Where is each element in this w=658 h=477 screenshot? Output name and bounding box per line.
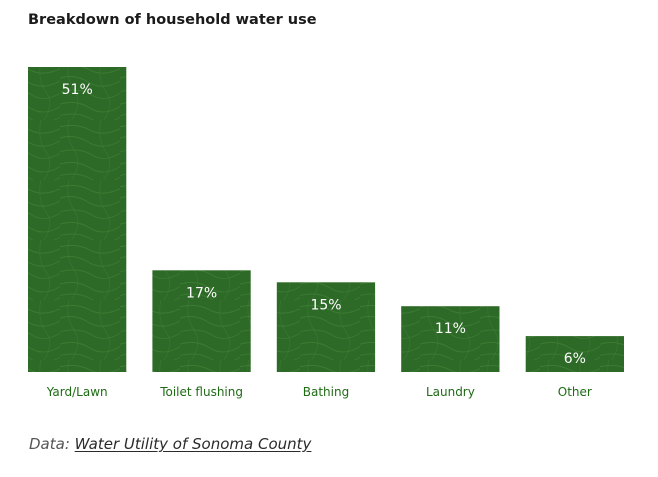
bar-laundry — [401, 306, 500, 372]
category-label: Toilet flushing — [159, 385, 243, 399]
bar-yard-lawn — [28, 67, 127, 372]
category-label: Bathing — [303, 385, 349, 399]
value-label: 17% — [186, 285, 217, 301]
source-link[interactable]: Water Utility of Sonoma County — [74, 435, 312, 453]
value-label: 15% — [310, 297, 341, 313]
value-label: 11% — [435, 321, 466, 337]
category-label: Laundry — [426, 385, 475, 399]
value-label: 6% — [564, 351, 586, 367]
source-prefix: Data: — [29, 435, 70, 453]
category-labels-layer: Yard/Lawn Toilet flushing Bathing Laundry Ot… — [46, 385, 592, 399]
chart-title: Breakdown of household water use — [28, 12, 317, 28]
bars-layer — [28, 67, 624, 372]
bar-bathing — [276, 282, 376, 372]
bar-toilet-flushing — [152, 270, 251, 372]
value-labels-layer: 51% 17% 15% 11% 6% — [62, 82, 586, 367]
category-label: Other — [558, 385, 592, 399]
value-label: 51% — [62, 82, 93, 98]
bar-chart: 51% 17% 15% 11% 6% Yard/Lawn Toilet flushing B… — [28, 67, 624, 399]
source-note: Data: Water Utility of Sonoma County — [29, 435, 311, 453]
bar-other — [525, 336, 624, 372]
category-label: Yard/Lawn — [46, 385, 108, 399]
